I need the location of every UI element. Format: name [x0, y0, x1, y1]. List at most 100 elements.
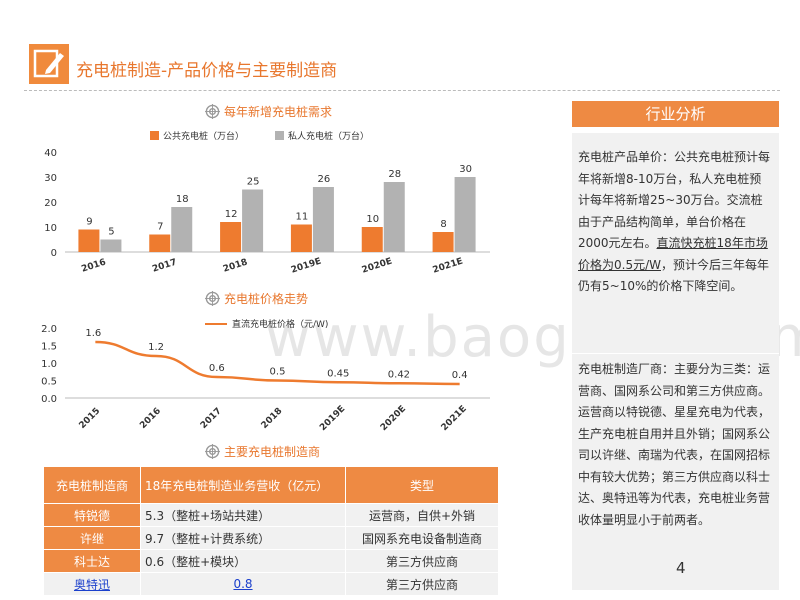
x-tick-label: 2021E	[440, 404, 469, 433]
bar-public	[290, 224, 312, 252]
bar-value-label: 10	[366, 214, 379, 225]
legend-line-swatch	[205, 322, 227, 325]
price-text-highlight: 直流快充桩18年市场价格为0.5元/W	[578, 236, 768, 272]
bar-value-label: 7	[157, 222, 163, 233]
x-tick-label: 2016	[80, 257, 107, 274]
line-chart-caption: 充电桩价格走势	[205, 290, 308, 307]
cell-type: 第三方供应商	[345, 549, 499, 573]
data-label: 0.5	[270, 367, 286, 378]
bar-value-label: 11	[296, 212, 309, 223]
bar-value-label: 30	[459, 164, 472, 175]
bar-public	[149, 234, 171, 252]
bar-value-label: 26	[318, 174, 331, 185]
bar-chart: 0 10 20 30 40 9 5 2016 7 18 2017 12 25 2018 11 26 2019E 1…	[44, 148, 490, 276]
x-tick-label: 2017	[151, 257, 178, 274]
y-tick-label: 30	[44, 173, 57, 184]
table-caption: 主要充电桩制造商	[205, 443, 320, 460]
line-chart-title: 充电桩价格走势	[224, 292, 309, 306]
bar-value-label: 8	[440, 219, 446, 230]
bar-value-label: 28	[388, 169, 401, 180]
bar-legend-private: 私人充电桩（万台）	[275, 129, 369, 142]
analysis-panel	[572, 133, 779, 590]
line-chart: 0.0 0.5 1.0 1.5 2.0 1.6 2015 1.2 2016 0.6 2017 0.5 2…	[41, 324, 490, 433]
bar-value-label: 9	[86, 217, 92, 228]
y-tick-label: 1.5	[41, 342, 57, 353]
cell-manufacturer: 科士达	[43, 549, 141, 573]
target-icon	[205, 104, 220, 119]
bar-value-label: 5	[108, 227, 114, 238]
x-tick-label: 2017	[199, 406, 224, 431]
header-manufacturer: 充电桩制造商	[43, 466, 141, 504]
data-label: 0.42	[388, 369, 410, 380]
cell-type: 运营商，自供+外销	[345, 503, 499, 527]
table-row[interactable]: 奥特迅 0.8 第三方供应商	[43, 572, 499, 596]
analysis-paragraph-makers: 充电桩制造厂商：主要分为三类：运营商、国网系公司和第三方供应商。运营商以特锐德、…	[578, 362, 771, 527]
bar-private	[100, 239, 122, 252]
legend-label-private: 私人充电桩（万台）	[288, 132, 370, 142]
cell-type: 国网系充电设备制造商	[345, 526, 499, 550]
x-tick-label: 2018	[222, 257, 249, 274]
bar-public	[220, 222, 242, 252]
bar-value-label: 25	[247, 177, 260, 188]
y-tick-label: 0.5	[41, 377, 57, 388]
table-row: 科士达 0.6（整桩+模块） 第三方供应商	[43, 549, 499, 573]
price-text-c: ，预计今后三年每年仍有5~10%的价格下降空间。	[578, 257, 770, 294]
data-label: 1.6	[85, 328, 101, 339]
cell-manufacturer: 许继	[43, 526, 141, 550]
table-header-row: 充电桩制造商 18年充电桩制造业务营收（亿元） 类型	[43, 466, 499, 504]
target-icon	[205, 444, 220, 459]
data-label: 1.2	[148, 342, 164, 353]
x-tick-label: 2019E	[290, 257, 323, 276]
page-number: 4	[676, 559, 686, 577]
x-tick-label: 2020E	[379, 404, 408, 433]
y-tick-label: 1.0	[41, 359, 57, 370]
data-label: 0.45	[327, 368, 349, 379]
cell-revenue-link[interactable]: 0.8	[140, 572, 346, 596]
bar-private	[383, 182, 405, 252]
y-tick-label: 2.0	[41, 324, 57, 335]
price-text-a: 充电桩产品单价：公共充电桩预计每年将新增8-10万台，私人充电桩预计每年将新增2…	[578, 150, 771, 250]
x-tick-label: 2018	[260, 406, 285, 431]
cell-type: 第三方供应商	[345, 572, 499, 596]
cell-manufacturer: 特锐德	[43, 503, 141, 527]
x-tick-label: 2016	[138, 406, 163, 431]
series-line-dc-price	[95, 340, 460, 386]
header-type: 类型	[345, 466, 499, 504]
table-title: 主要充电桩制造商	[224, 445, 321, 459]
title-divider	[24, 90, 780, 91]
table-row: 许继 9.7（整桩+计费系统） 国网系充电设备制造商	[43, 526, 499, 550]
cell-revenue: 0.6（整桩+模块）	[140, 549, 346, 573]
x-tick-label: 2021E	[432, 257, 465, 276]
panel-divider	[572, 353, 779, 354]
header-revenue: 18年充电桩制造业务营收（亿元）	[140, 466, 346, 504]
bar-public	[361, 227, 383, 252]
bar-public	[432, 232, 454, 252]
bar-private	[312, 187, 334, 252]
cell-revenue: 9.7（整桩+计费系统）	[140, 526, 346, 550]
bar-value-label: 18	[176, 194, 189, 205]
legend-swatch-private	[275, 131, 284, 140]
cell-revenue: 5.3（整桩+场站共建）	[140, 503, 346, 527]
x-tick-label: 2019E	[318, 404, 347, 433]
y-tick-label: 0.0	[41, 394, 57, 405]
bar-private	[171, 207, 193, 252]
cell-manufacturer-link[interactable]: 奥特迅	[43, 572, 141, 596]
bar-chart-caption: 每年新增充电桩需求	[205, 103, 332, 120]
edit-logo-icon	[29, 44, 69, 84]
bar-chart-title: 每年新增充电桩需求	[224, 105, 333, 119]
analysis-heading: 行业分析	[572, 101, 779, 127]
y-tick-label: 40	[44, 148, 57, 159]
line-legend: 直流充电桩价格（元/W)	[205, 317, 328, 330]
x-tick-label: 2020E	[361, 257, 394, 276]
table-row: 特锐德 5.3（整桩+场站共建） 运营商，自供+外销	[43, 503, 499, 527]
data-label: 0.6	[209, 363, 225, 374]
bar-legend-public: 公共充电桩（万台）	[150, 129, 244, 142]
analysis-paragraph-price: 充电桩产品单价：公共充电桩预计每年将新增8-10万台，私人充电桩预计每年将新增2…	[578, 147, 773, 298]
bar-private	[454, 177, 476, 252]
y-tick-label: 10	[44, 223, 57, 234]
y-tick-label: 20	[44, 198, 57, 209]
x-tick-label: 2015	[78, 406, 103, 431]
legend-swatch-public	[150, 131, 159, 140]
bar-value-label: 12	[225, 209, 238, 220]
y-tick-label: 0	[51, 248, 57, 259]
